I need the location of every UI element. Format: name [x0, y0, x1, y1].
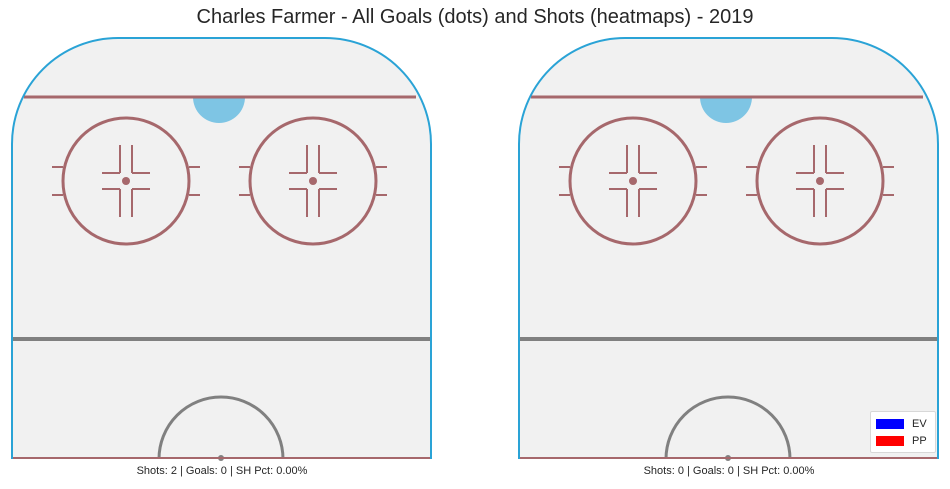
legend-swatch-pp [876, 436, 904, 446]
rink-left [11, 37, 432, 461]
right-rink-ice-surface [519, 38, 938, 459]
right-rink-boards [518, 37, 939, 459]
caption-right: Shots: 0 | Goals: 0 | SH Pct: 0.00% [643, 465, 815, 477]
left-rink-faceoff-dot-right [309, 177, 317, 185]
left-rink-boards [11, 37, 432, 459]
right-rink-faceoff-dot-right [816, 177, 824, 185]
left-rink-goal-crease [193, 97, 245, 123]
left-rink-center-circle [157, 395, 285, 460]
chart-title: Charles Farmer - All Goals (dots) and Sh… [196, 6, 754, 28]
left-rink-faceoff-circle-right [239, 116, 387, 246]
legend-swatch-ev [876, 419, 904, 429]
right-rink-goal-crease [700, 97, 752, 123]
right-rink-center-circle [664, 395, 792, 460]
legend: EV PP [870, 411, 936, 453]
rink-right [518, 37, 939, 461]
left-rink-faceoff-dot-left [122, 177, 130, 185]
right-rink-faceoff-circle-right [746, 116, 894, 246]
caption-left: Shots: 2 | Goals: 0 | SH Pct: 0.00% [136, 465, 308, 477]
left-rink-ice-surface [12, 38, 431, 459]
left-rink-faceoff-circle-left [52, 116, 200, 246]
legend-label-pp: PP [912, 435, 927, 447]
right-rink-faceoff-dot-left [629, 177, 637, 185]
legend-label-ev: EV [912, 418, 927, 430]
right-rink-faceoff-circle-left [559, 116, 707, 246]
